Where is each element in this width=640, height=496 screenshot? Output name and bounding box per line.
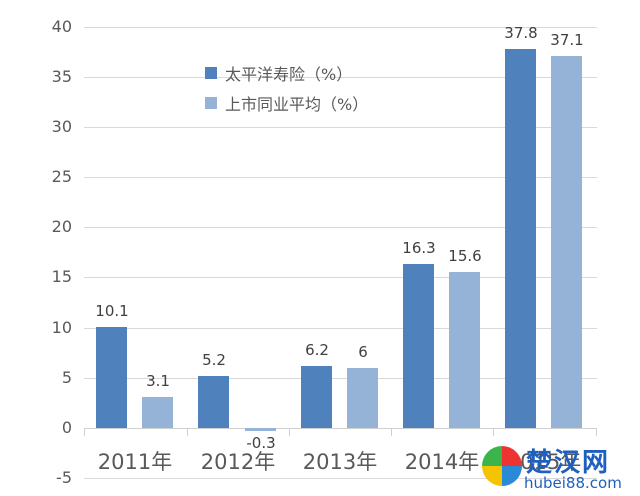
legend-swatch-icon [205,67,217,79]
y-tick: 15 [51,267,72,286]
x-category-label: 2011年 [97,450,173,474]
legend-label: 上市同业平均（%） [225,95,369,114]
gridline-20 [84,227,597,228]
data-label: 10.1 [95,302,129,320]
legend-swatch-icon [205,97,217,109]
y-tick: 5 [61,368,72,387]
gridline-5 [84,378,597,379]
x-tick-mark [289,428,290,436]
legend: 太平洋寿险（%） 上市同业平均（%） [205,58,368,118]
bar-series1-2012 [198,376,229,428]
bar-series2-2012 [245,428,276,431]
data-label: 16.3 [402,239,436,257]
watermark: 楚汉网 hubei88.com [482,442,640,496]
y-tick: 20 [51,217,72,236]
y-tick: 10 [51,318,72,337]
y-tick: 25 [51,167,72,186]
bar-series1-2013 [301,366,332,428]
x-category-label: 2014年 [404,450,480,474]
bar-series1-2011 [96,327,127,428]
watermark-title: 楚汉网 [526,448,611,478]
y-tick: 35 [51,67,72,86]
gridline-25 [84,177,597,178]
gridline-40 [84,27,597,28]
x-tick-mark [187,428,188,436]
gridline-35 [84,77,597,78]
data-label: 3.1 [146,372,170,390]
data-label: 15.6 [448,247,482,265]
y-tick: 40 [51,17,72,36]
gridline-15 [84,277,597,278]
x-category-label: 2012年 [200,450,276,474]
bar-series1-2015 [505,49,536,428]
x-axis [84,428,597,429]
x-tick-mark [493,428,494,436]
x-tick-mark [596,428,597,436]
gridline-10 [84,328,597,329]
x-tick-mark [391,428,392,436]
data-label: 6 [358,343,368,361]
data-label: 37.8 [504,24,538,42]
legend-item-series1: 太平洋寿险（%） [205,58,368,88]
y-tick: 0 [61,418,72,437]
legend-label: 太平洋寿险（%） [225,65,353,84]
y-tick: -5 [56,468,72,487]
x-tick-mark [84,428,85,436]
globe-logo-icon [482,446,522,486]
y-tick: 30 [51,117,72,136]
data-label: -0.3 [246,434,276,452]
watermark-url: hubei88.com [524,474,622,492]
bar-series2-2013 [347,368,378,428]
data-label: 5.2 [202,351,226,369]
data-label: 6.2 [305,341,329,359]
bar-series2-2014 [449,272,480,428]
gridline-30 [84,127,597,128]
bar-series1-2014 [403,264,434,428]
legend-item-series2: 上市同业平均（%） [205,88,368,118]
x-category-label: 2013年 [302,450,378,474]
bar-series2-2015 [551,56,582,428]
bar-series2-2011 [142,397,173,428]
gridline-neg5 [84,478,597,479]
data-label: 37.1 [550,31,584,49]
